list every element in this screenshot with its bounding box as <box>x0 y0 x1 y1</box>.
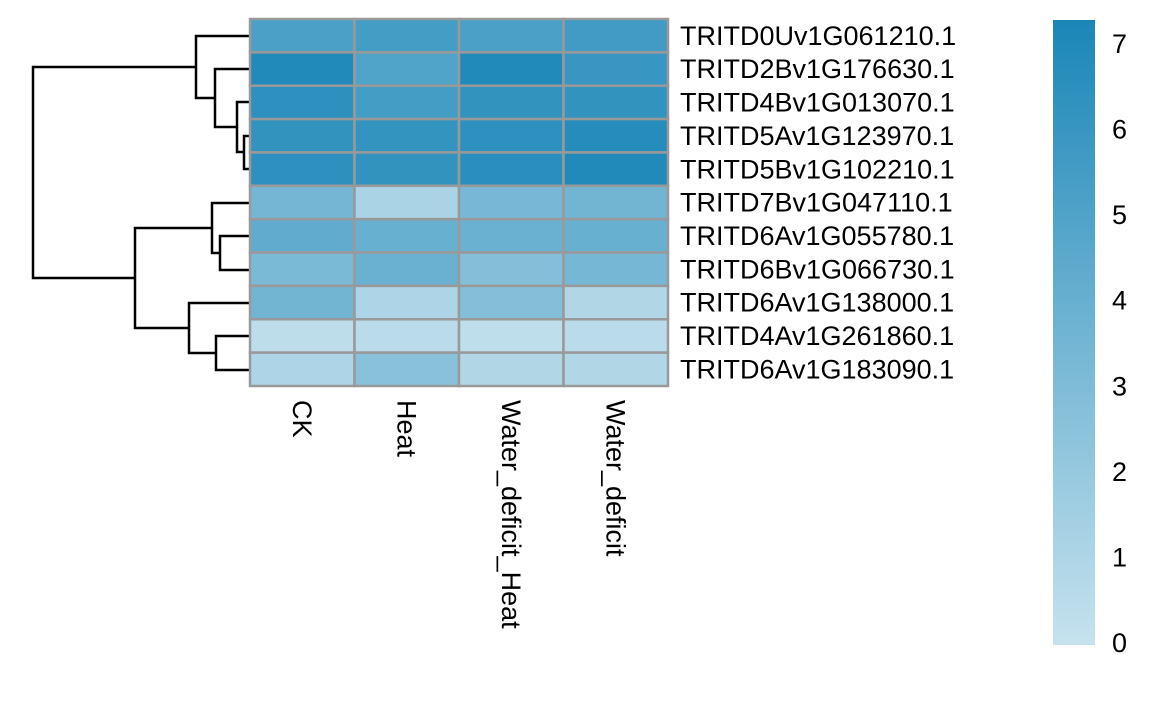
dendrogram <box>31 34 250 372</box>
cell <box>248 318 356 354</box>
cell <box>562 84 670 121</box>
column-label: CK <box>287 400 317 438</box>
color-tick-label: 7 <box>1112 29 1127 59</box>
row-label: TRITD6Av1G183090.1 <box>680 354 954 384</box>
cell <box>248 251 356 288</box>
row-label: TRITD4Bv1G013070.1 <box>680 88 955 118</box>
cell <box>562 151 670 188</box>
cell <box>353 217 461 254</box>
row-label: TRITD6Av1G138000.1 <box>680 288 954 318</box>
color-tick-label: 3 <box>1112 371 1127 401</box>
cell <box>562 184 670 221</box>
cell <box>457 151 565 188</box>
row-label: TRITD6Bv1G066730.1 <box>680 254 955 284</box>
column-label: Water_deficit_Heat <box>496 400 526 629</box>
cell <box>248 217 356 254</box>
color-tick-label: 4 <box>1112 286 1127 316</box>
cell <box>457 217 565 254</box>
cell <box>457 318 565 354</box>
cell <box>353 284 461 321</box>
cell <box>457 284 565 321</box>
color-tick-label: 0 <box>1112 628 1127 658</box>
cell <box>562 217 670 254</box>
cell <box>562 117 670 154</box>
cell <box>353 17 461 54</box>
cell <box>562 51 670 87</box>
color-tick-label: 6 <box>1112 114 1127 144</box>
cell <box>457 184 565 221</box>
cell <box>248 184 356 221</box>
cell <box>248 17 356 54</box>
color-tick-label: 5 <box>1112 200 1127 230</box>
row-label: TRITD6Av1G055780.1 <box>680 221 954 251</box>
cell <box>457 84 565 121</box>
row-label: TRITD5Bv1G102210.1 <box>680 154 955 184</box>
color-bar <box>1053 20 1095 645</box>
cell <box>562 284 670 321</box>
cell <box>457 51 565 87</box>
color-tick-label: 1 <box>1112 543 1127 573</box>
row-label: TRITD7Bv1G047110.1 <box>680 188 953 218</box>
cell <box>562 17 670 54</box>
cell <box>248 351 356 388</box>
row-label: TRITD2Bv1G176630.1 <box>680 54 955 84</box>
cell <box>248 51 356 87</box>
cell <box>353 318 461 354</box>
cell <box>353 251 461 288</box>
cell <box>353 84 461 121</box>
row-label: TRITD4Av1G261860.1 <box>680 321 954 351</box>
cell <box>562 318 670 354</box>
cell <box>248 151 356 188</box>
cell <box>353 51 461 87</box>
cell <box>562 351 670 388</box>
cell <box>248 117 356 154</box>
cell <box>353 184 461 221</box>
cell <box>248 84 356 121</box>
cell <box>248 284 356 321</box>
row-label: TRITD0Uv1G061210.1 <box>680 21 956 51</box>
cell <box>353 351 461 388</box>
cell <box>457 351 565 388</box>
cell <box>457 117 565 154</box>
row-label: TRITD5Av1G123970.1 <box>680 121 954 151</box>
cell <box>562 251 670 288</box>
cell <box>457 17 565 54</box>
column-label: Water_deficit <box>601 400 631 557</box>
color-tick-label: 2 <box>1112 457 1127 487</box>
cell <box>353 117 461 154</box>
column-label: Heat <box>392 400 422 458</box>
cell <box>457 251 565 288</box>
cell <box>353 151 461 188</box>
